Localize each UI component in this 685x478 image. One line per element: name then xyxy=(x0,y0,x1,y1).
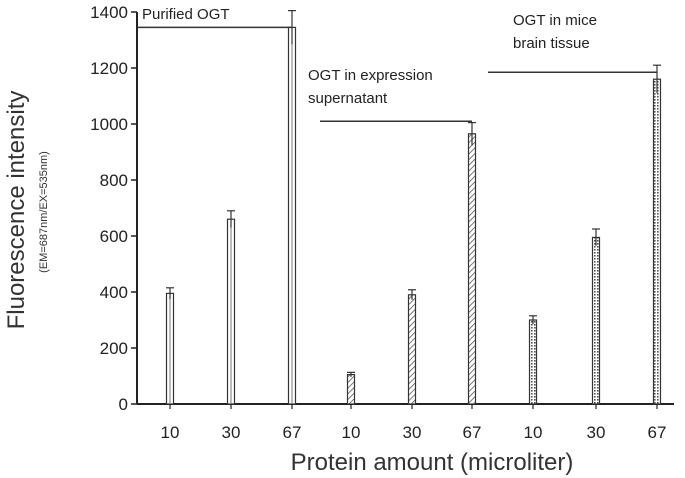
bar xyxy=(346,374,356,405)
axes xyxy=(136,12,674,405)
y-tick-label: 600 xyxy=(100,227,128,246)
x-tick-label: 10 xyxy=(161,423,180,442)
bars xyxy=(165,10,662,405)
bar xyxy=(467,133,477,405)
x-axis-label: Protein amount (microliter) xyxy=(291,449,574,476)
y-tick-label: 1000 xyxy=(90,115,128,134)
y-tick-label: 0 xyxy=(119,395,128,414)
y-tick-label: 1400 xyxy=(90,3,128,22)
y-tick-label: 400 xyxy=(100,283,128,302)
x-tick-label: 67 xyxy=(283,423,302,442)
bar xyxy=(652,78,662,405)
y-axis-ticks: 0 200 400 600 800 1000 1200 1400 xyxy=(90,3,137,414)
x-tick-label: 10 xyxy=(342,423,361,442)
bar xyxy=(591,236,601,405)
bar xyxy=(407,294,417,405)
x-tick-label: 30 xyxy=(587,423,606,442)
x-tick-label: 67 xyxy=(463,423,482,442)
bar xyxy=(528,319,538,405)
x-tick-label: 10 xyxy=(524,423,543,442)
x-tick-label: 30 xyxy=(222,423,241,442)
group-label: OGT in mice xyxy=(513,12,597,29)
y-tick-label: 1200 xyxy=(90,59,128,78)
x-tick-label: 67 xyxy=(648,423,667,442)
group-label: brain tissue xyxy=(513,35,590,52)
x-tick-label: 30 xyxy=(403,423,422,442)
y-axis-label: Fluorescence intensity xyxy=(3,91,30,330)
y-tick-label: 800 xyxy=(100,171,128,190)
y-axis-sublabel: (EM=687nm/EX=535nm) xyxy=(38,151,50,273)
group-annotations: Purified OGT OGT in expression supernatant… xyxy=(137,6,657,122)
group-label: Purified OGT xyxy=(142,6,230,23)
y-tick-label: 200 xyxy=(100,339,128,358)
group-label: OGT in expression xyxy=(308,67,433,84)
x-axis-ticks: 10 30 67 10 30 67 10 30 67 xyxy=(161,404,667,442)
group-label: supernatant xyxy=(308,90,388,107)
